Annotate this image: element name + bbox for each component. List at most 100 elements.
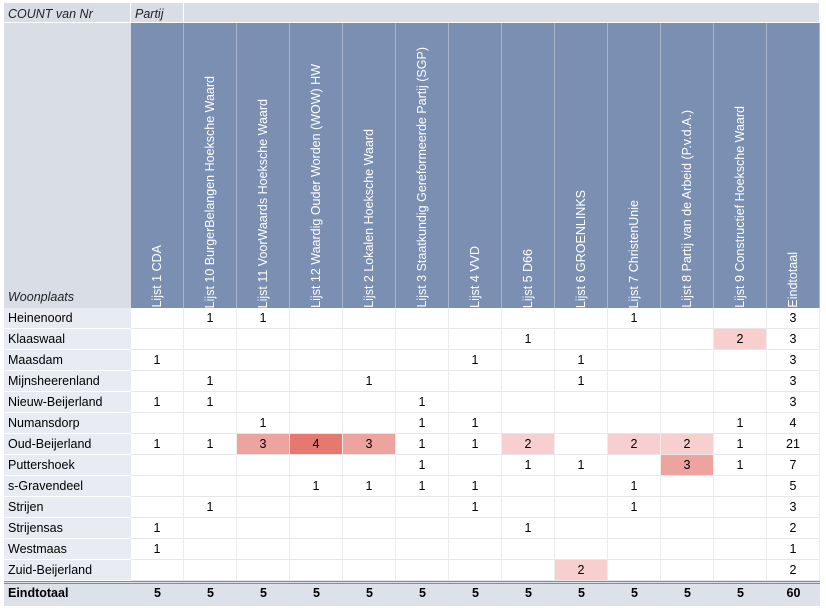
data-cell[interactable] [343,539,396,560]
row-label[interactable]: Westmaas [4,539,131,560]
row-total-cell[interactable]: 1 [767,539,820,560]
data-cell[interactable] [237,455,290,476]
column-header[interactable]: Lijst 7 ChristenUnie [608,23,661,308]
column-header[interactable]: Lijst 3 Staatkundig Gereformeerde Partij… [396,23,449,308]
data-cell[interactable] [502,308,555,329]
column-header[interactable]: Lijst 5 D66 [502,23,555,308]
column-header[interactable]: Lijst 1 CDA [131,23,184,308]
data-cell[interactable]: 1 [555,455,608,476]
data-cell[interactable]: 1 [396,455,449,476]
data-cell[interactable] [237,560,290,581]
data-cell[interactable] [555,329,608,350]
data-cell[interactable] [449,560,502,581]
data-cell[interactable] [661,539,714,560]
data-cell[interactable] [237,497,290,518]
data-cell[interactable]: 1 [502,518,555,539]
row-total-cell[interactable]: 4 [767,413,820,434]
data-cell[interactable] [396,308,449,329]
data-cell[interactable]: 2 [555,560,608,581]
data-cell[interactable]: 3 [237,434,290,455]
data-cell[interactable]: 3 [661,455,714,476]
data-cell[interactable] [343,497,396,518]
grand-total-cell[interactable]: 5 [502,581,555,606]
data-cell[interactable] [131,329,184,350]
data-cell[interactable] [290,329,343,350]
data-cell[interactable] [131,308,184,329]
data-cell[interactable] [714,497,767,518]
data-cell[interactable] [184,413,237,434]
data-cell[interactable] [343,308,396,329]
column-header[interactable]: Lijst 11 VoorWaards Hoeksche Waard [237,23,290,308]
row-total-cell[interactable]: 2 [767,560,820,581]
row-label[interactable]: Zuid-Beijerland [4,560,131,581]
data-cell[interactable] [714,392,767,413]
column-header[interactable]: Lijst 10 BurgerBelangen Hoeksche Waard [184,23,237,308]
data-cell[interactable] [608,329,661,350]
data-cell[interactable]: 1 [396,476,449,497]
data-cell[interactable] [608,560,661,581]
data-cell[interactable] [608,350,661,371]
data-cell[interactable]: 1 [184,392,237,413]
data-cell[interactable]: 1 [502,455,555,476]
data-cell[interactable]: 1 [131,539,184,560]
data-cell[interactable] [555,476,608,497]
data-cell[interactable] [396,497,449,518]
data-cell[interactable] [661,476,714,497]
data-cell[interactable] [184,329,237,350]
data-cell[interactable] [502,350,555,371]
grand-total-cell[interactable]: 5 [714,581,767,606]
grand-total-cell[interactable]: 5 [661,581,714,606]
column-header[interactable]: Lijst 12 Waardig Ouder Worden (WOW) HW [290,23,343,308]
data-cell[interactable]: 1 [396,392,449,413]
data-cell[interactable] [502,539,555,560]
data-cell[interactable] [714,371,767,392]
row-label[interactable]: Numansdorp [4,413,131,434]
data-cell[interactable] [131,455,184,476]
data-cell[interactable] [396,371,449,392]
data-cell[interactable]: 1 [237,413,290,434]
data-cell[interactable] [555,434,608,455]
data-cell[interactable] [131,497,184,518]
data-cell[interactable] [608,371,661,392]
data-cell[interactable] [714,476,767,497]
data-cell[interactable] [608,518,661,539]
data-cell[interactable] [555,413,608,434]
row-label[interactable]: Strijensas [4,518,131,539]
row-label[interactable]: Klaaswaal [4,329,131,350]
data-cell[interactable] [502,476,555,497]
data-cell[interactable] [502,392,555,413]
data-cell[interactable] [661,413,714,434]
data-cell[interactable] [343,518,396,539]
row-label[interactable]: s-Gravendeel [4,476,131,497]
pivot-column-field-label[interactable]: Partij [131,3,184,23]
data-cell[interactable]: 1 [714,455,767,476]
data-cell[interactable] [290,518,343,539]
data-cell[interactable] [290,350,343,371]
data-cell[interactable] [396,539,449,560]
data-cell[interactable]: 1 [396,434,449,455]
data-cell[interactable]: 1 [714,413,767,434]
data-cell[interactable]: 1 [184,497,237,518]
data-cell[interactable] [555,392,608,413]
row-total-cell[interactable]: 3 [767,308,820,329]
row-total-cell[interactable]: 3 [767,497,820,518]
grand-total-cell[interactable]: 5 [449,581,502,606]
data-cell[interactable] [290,392,343,413]
column-header[interactable]: Lijst 9 Constructief Hoeksche Waard [714,23,767,308]
data-cell[interactable] [290,308,343,329]
data-cell[interactable] [502,413,555,434]
data-cell[interactable]: 1 [555,371,608,392]
data-cell[interactable] [661,497,714,518]
data-cell[interactable] [290,560,343,581]
row-total-cell[interactable]: 3 [767,329,820,350]
data-cell[interactable]: 1 [184,434,237,455]
data-cell[interactable] [290,497,343,518]
data-cell[interactable] [449,371,502,392]
data-cell[interactable]: 1 [608,308,661,329]
data-cell[interactable] [449,329,502,350]
data-cell[interactable] [343,560,396,581]
data-cell[interactable] [396,560,449,581]
data-cell[interactable] [184,455,237,476]
data-cell[interactable] [502,497,555,518]
data-cell[interactable]: 2 [608,434,661,455]
